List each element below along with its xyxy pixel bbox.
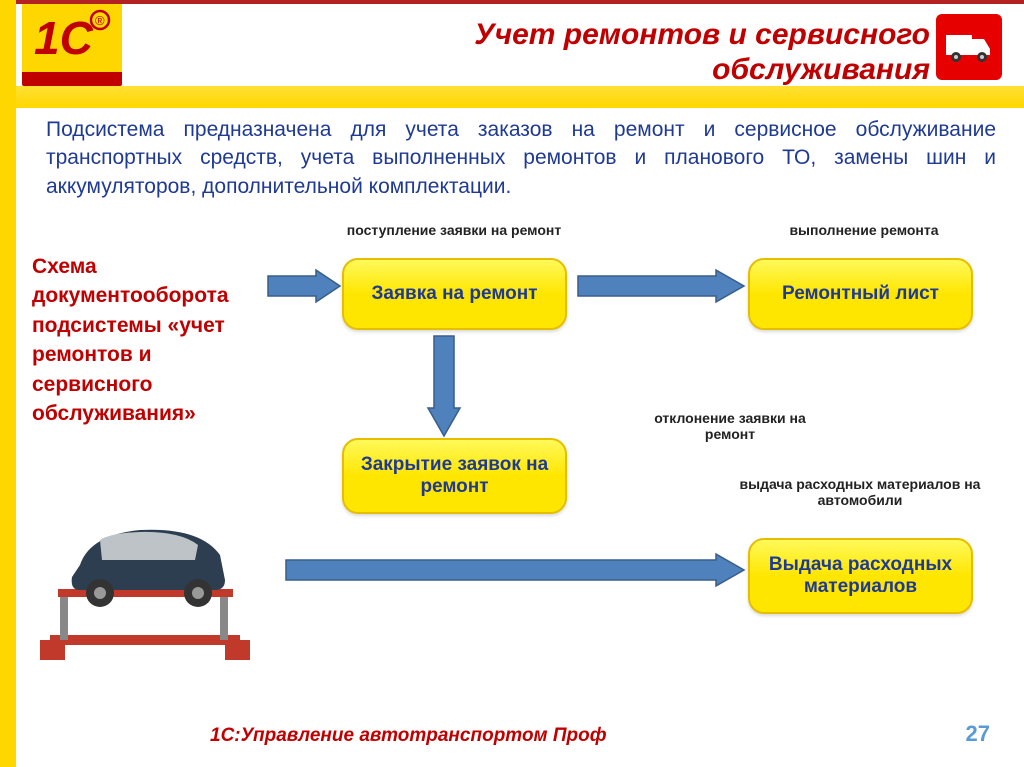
logo-underline bbox=[22, 72, 122, 86]
arrow-to-materials bbox=[284, 552, 746, 590]
arrow-into-request bbox=[266, 268, 342, 306]
footer-product-name: 1С:Управление автотранспортом Проф bbox=[210, 725, 607, 747]
node-close-requests: Закрытие заявок на ремонт bbox=[342, 438, 567, 514]
caption-request-reject: отклонение заявки на ремонт bbox=[630, 410, 830, 442]
logo-1c: 1С ® bbox=[22, 4, 122, 82]
arrow-request-to-sheet bbox=[576, 268, 746, 306]
node-label: Закрытие заявок на ремонт bbox=[358, 454, 551, 498]
left-accent-bar bbox=[0, 0, 16, 767]
node-label: Ремонтный лист bbox=[782, 283, 939, 305]
arrow-request-to-close bbox=[426, 334, 464, 438]
svg-text:®: ® bbox=[95, 13, 105, 28]
page-title: Учет ремонтов и сервисного обслуживания bbox=[370, 18, 930, 87]
node-repair-request: Заявка на ремонт bbox=[342, 258, 567, 330]
truck-icon bbox=[936, 14, 1002, 80]
slide-header: 1С ® Учет ремонтов и сервисного обслужив… bbox=[0, 0, 1024, 108]
header-red-strip bbox=[16, 0, 1024, 4]
caption-materials-issue: выдача расходных материалов на автомобил… bbox=[720, 476, 1000, 508]
node-label: Выдача расходных материалов bbox=[764, 554, 957, 598]
caption-repair-exec: выполнение ремонта bbox=[764, 222, 964, 238]
svg-text:1С: 1С bbox=[34, 12, 94, 64]
car-lift-illustration bbox=[30, 485, 260, 665]
page-number: 27 bbox=[966, 721, 990, 747]
caption-request-arrival: поступление заявки на ремонт bbox=[328, 222, 580, 238]
node-label: Заявка на ремонт bbox=[371, 283, 537, 305]
header-yellow-band bbox=[16, 86, 1024, 108]
node-issue-materials: Выдача расходных материалов bbox=[748, 538, 973, 614]
intro-paragraph: Подсистема предназначена для учета заказ… bbox=[46, 116, 996, 201]
node-repair-sheet: Ремонтный лист bbox=[748, 258, 973, 330]
scheme-label: Схема документооборота подсистемы «учет … bbox=[32, 252, 252, 428]
